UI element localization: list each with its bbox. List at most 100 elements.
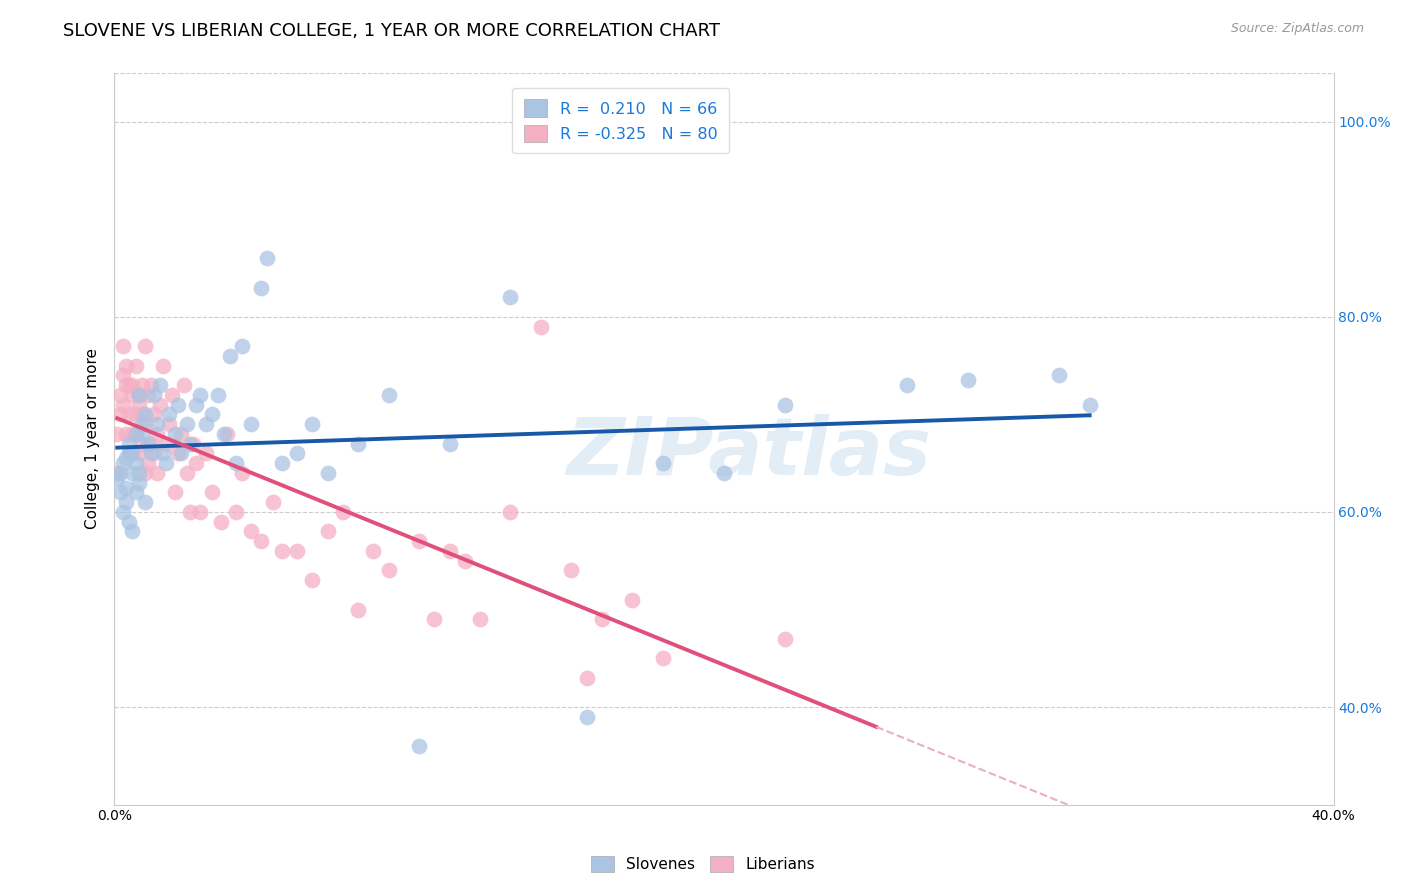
- Point: [651, 651, 673, 665]
- Point: [146, 426, 169, 441]
- Point: [439, 436, 461, 450]
- Point: [155, 456, 177, 470]
- Point: [105, 466, 128, 480]
- Point: [149, 378, 172, 392]
- Point: [131, 436, 153, 450]
- Point: [131, 378, 153, 392]
- Point: [225, 505, 247, 519]
- Point: [186, 398, 208, 412]
- Point: [118, 515, 141, 529]
- Point: [152, 359, 174, 373]
- Point: [170, 426, 193, 441]
- Point: [146, 466, 169, 480]
- Point: [956, 373, 979, 387]
- Point: [131, 408, 153, 422]
- Point: [176, 417, 198, 432]
- Point: [621, 592, 644, 607]
- Point: [773, 632, 796, 646]
- Legend: R =  0.210   N = 66, R = -0.325   N = 80: R = 0.210 N = 66, R = -0.325 N = 80: [512, 88, 730, 153]
- Point: [332, 505, 354, 519]
- Point: [134, 495, 156, 509]
- Point: [201, 408, 224, 422]
- Point: [186, 456, 208, 470]
- Point: [112, 505, 135, 519]
- Point: [270, 544, 292, 558]
- Point: [201, 485, 224, 500]
- Point: [530, 319, 553, 334]
- Point: [1047, 368, 1070, 383]
- Point: [270, 456, 292, 470]
- Point: [179, 505, 201, 519]
- Point: [219, 349, 242, 363]
- Point: [136, 388, 159, 402]
- Point: [713, 466, 735, 480]
- Point: [124, 359, 146, 373]
- Point: [134, 417, 156, 432]
- Point: [225, 456, 247, 470]
- Point: [170, 446, 193, 460]
- Point: [112, 368, 135, 383]
- Point: [128, 446, 150, 460]
- Point: [118, 436, 141, 450]
- Point: [499, 505, 522, 519]
- Point: [115, 359, 138, 373]
- Point: [115, 495, 138, 509]
- Point: [131, 426, 153, 441]
- Point: [896, 378, 918, 392]
- Point: [124, 456, 146, 470]
- Point: [112, 456, 135, 470]
- Point: [121, 388, 143, 402]
- Point: [212, 426, 235, 441]
- Point: [134, 408, 156, 422]
- Point: [115, 378, 138, 392]
- Point: [183, 436, 205, 450]
- Point: [173, 378, 195, 392]
- Text: Source: ZipAtlas.com: Source: ZipAtlas.com: [1230, 22, 1364, 36]
- Text: SLOVENE VS LIBERIAN COLLEGE, 1 YEAR OR MORE CORRELATION CHART: SLOVENE VS LIBERIAN COLLEGE, 1 YEAR OR M…: [63, 22, 720, 40]
- Point: [128, 388, 150, 402]
- Point: [157, 408, 180, 422]
- Point: [131, 417, 153, 432]
- Point: [128, 466, 150, 480]
- Point: [149, 398, 172, 412]
- Point: [454, 554, 477, 568]
- Point: [112, 339, 135, 353]
- Point: [209, 515, 232, 529]
- Point: [115, 481, 138, 495]
- Point: [301, 417, 323, 432]
- Point: [408, 739, 430, 753]
- Point: [134, 339, 156, 353]
- Point: [249, 280, 271, 294]
- Point: [499, 290, 522, 304]
- Point: [316, 466, 339, 480]
- Point: [160, 388, 183, 402]
- Legend: Slovenes, Liberians: Slovenes, Liberians: [583, 848, 823, 880]
- Point: [591, 612, 613, 626]
- Point: [285, 446, 308, 460]
- Point: [377, 564, 399, 578]
- Point: [142, 446, 165, 460]
- Point: [124, 408, 146, 422]
- Point: [118, 446, 141, 460]
- Point: [115, 451, 138, 466]
- Point: [240, 524, 263, 539]
- Point: [128, 388, 150, 402]
- Point: [118, 408, 141, 422]
- Point: [347, 602, 370, 616]
- Point: [423, 612, 446, 626]
- Point: [118, 378, 141, 392]
- Point: [121, 446, 143, 460]
- Point: [249, 534, 271, 549]
- Point: [121, 524, 143, 539]
- Point: [188, 388, 211, 402]
- Point: [110, 485, 132, 500]
- Point: [157, 417, 180, 432]
- Point: [139, 446, 162, 460]
- Point: [139, 436, 162, 450]
- Point: [146, 417, 169, 432]
- Point: [105, 471, 128, 485]
- Point: [134, 466, 156, 480]
- Point: [136, 436, 159, 450]
- Point: [165, 485, 187, 500]
- Point: [231, 466, 253, 480]
